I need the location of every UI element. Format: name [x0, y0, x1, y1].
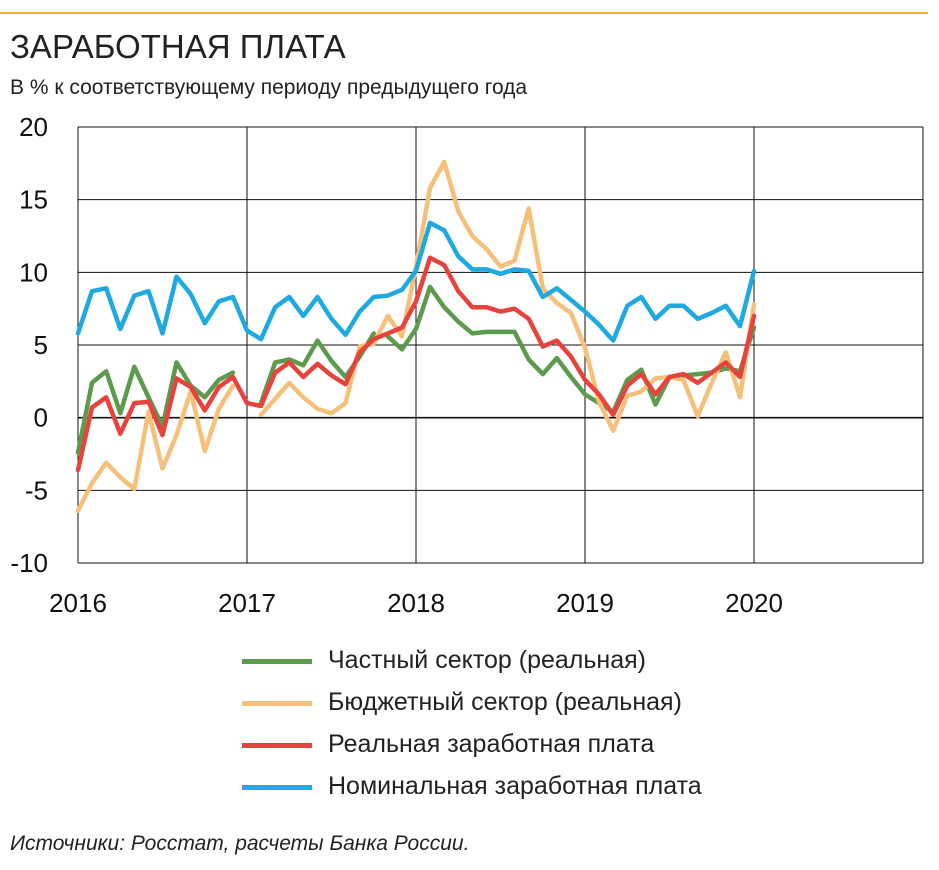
series-3 — [75, 220, 757, 343]
series-2 — [75, 255, 757, 473]
x-tick-label: 2017 — [218, 588, 276, 618]
chart-subtitle: В % к соответствующему периоду предыдуще… — [10, 76, 528, 99]
x-tick-label: 2019 — [556, 588, 614, 618]
x-tick-label: 2020 — [725, 588, 783, 618]
x-tick-label: 2018 — [387, 588, 445, 618]
top-accent-rule — [0, 12, 928, 14]
y-tick-label: 10 — [19, 257, 48, 287]
y-tick-label: -5 — [25, 475, 48, 505]
y-tick-label: 20 — [19, 112, 48, 142]
chart-title: ЗАРАБОТНАЯ ПЛАТА — [10, 28, 346, 65]
legend-swatch — [242, 743, 312, 748]
series-line — [75, 383, 236, 513]
series-line — [385, 284, 757, 415]
x-tick-label: 2016 — [49, 588, 107, 618]
series-lines — [75, 159, 757, 513]
y-tick-label: -10 — [10, 548, 48, 578]
y-tick-label: 5 — [34, 330, 48, 360]
legend-swatch — [242, 659, 312, 664]
grid-lines — [77, 126, 924, 564]
legend-label: Бюджетный сектор (реальная) — [328, 688, 682, 716]
legend-swatch — [242, 785, 312, 790]
series-line — [75, 220, 757, 343]
legend-label: Частный сектор (реальная) — [328, 646, 646, 674]
legend-swatch — [242, 701, 312, 706]
series-line — [75, 255, 757, 473]
series-line — [75, 360, 236, 455]
source-note: Источники: Росстат, расчеты Банка России… — [10, 832, 470, 855]
series-line — [258, 159, 757, 433]
y-tick-label: 0 — [34, 403, 48, 433]
legend-label: Реальная заработная плата — [328, 730, 655, 758]
y-tick-label: 15 — [19, 185, 48, 215]
legend-label: Номинальная заработная плата — [328, 772, 702, 800]
